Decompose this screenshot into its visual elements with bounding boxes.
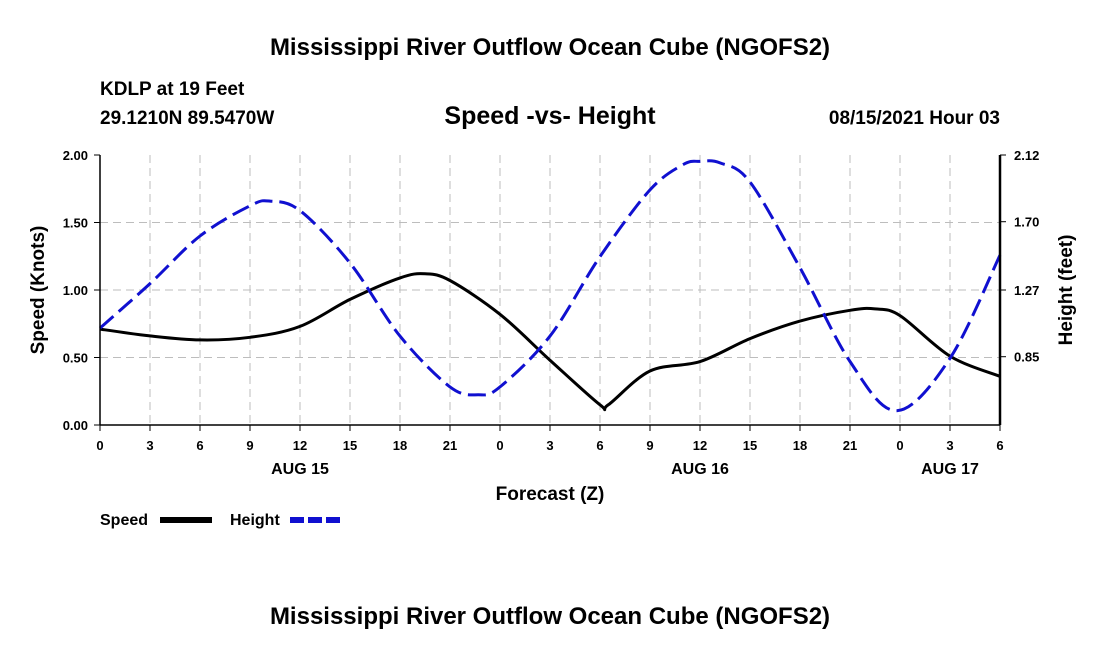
date-label: AUG 17 (921, 461, 979, 478)
x-tick-label: 18 (793, 438, 807, 453)
chart-title: Speed -vs- Height (444, 102, 656, 130)
x-tick-label: 15 (343, 438, 357, 453)
y-tick-label: 0.50 (63, 351, 88, 366)
x-tick-label: 18 (393, 438, 407, 453)
footer-title: Mississippi River Outflow Ocean Cube (NG… (270, 603, 830, 630)
y-tick-label: 1.00 (63, 283, 88, 298)
date-label: AUG 16 (671, 461, 729, 478)
x-tick-label: 9 (646, 438, 653, 453)
x-tick-label: 6 (596, 438, 603, 453)
legend: Speed Height (100, 512, 342, 529)
legend-speed-label: Speed (100, 512, 148, 529)
legend-height-label: Height (230, 512, 280, 529)
x-tick-label: 12 (293, 438, 307, 453)
y-tick-label: 0.00 (63, 418, 88, 433)
y-tick-label: 2.00 (63, 148, 88, 163)
y2-tick-label: 0.85 (1014, 350, 1039, 365)
series-layer (99, 159, 1002, 413)
station-label: KDLP at 19 Feet (100, 79, 245, 100)
page-title: Mississippi River Outflow Ocean Cube (NG… (270, 34, 830, 61)
grid (100, 155, 1000, 425)
date-label: AUG 15 (271, 461, 329, 478)
height-series-line (99, 159, 1002, 413)
x-tick-label: 9 (246, 438, 253, 453)
x-tick-label: 6 (196, 438, 203, 453)
x-tick-label: 3 (546, 438, 553, 453)
x-tick-label: 21 (443, 438, 457, 453)
coordinates-label: 29.1210N 89.5470W (100, 108, 274, 129)
x-axis-label: Forecast (Z) (496, 484, 605, 505)
y2-tick-label: 2.12 (1014, 148, 1039, 163)
y2-tick-label: 1.27 (1014, 283, 1039, 298)
y-axis-label-right: Height (feet) (1056, 235, 1077, 346)
x-tick-label: 6 (996, 438, 1003, 453)
x-tick-label: 12 (693, 438, 707, 453)
x-tick-label: 3 (146, 438, 153, 453)
x-tick-label: 0 (96, 438, 103, 453)
x-tick-label: 21 (843, 438, 857, 453)
speed-series-line (99, 272, 1001, 412)
y2-tick-label: 1.70 (1014, 215, 1039, 230)
tick-labels: 0 3 6 9 12 15 18 21 0 3 6 9 12 15 18 21 0 3 6 AUG 15 AUG 16 A… (63, 148, 1040, 478)
forecast-datetime: 08/15/2021 Hour 03 (829, 108, 1000, 129)
x-tick-label: 3 (946, 438, 953, 453)
x-tick-label: 0 (896, 438, 903, 453)
x-tick-label: 0 (496, 438, 503, 453)
y-axis-label-left: Speed (Knots) (28, 226, 49, 355)
x-tick-label: 15 (743, 438, 757, 453)
plot-frame (94, 154, 1006, 431)
y-tick-label: 1.50 (63, 216, 88, 231)
